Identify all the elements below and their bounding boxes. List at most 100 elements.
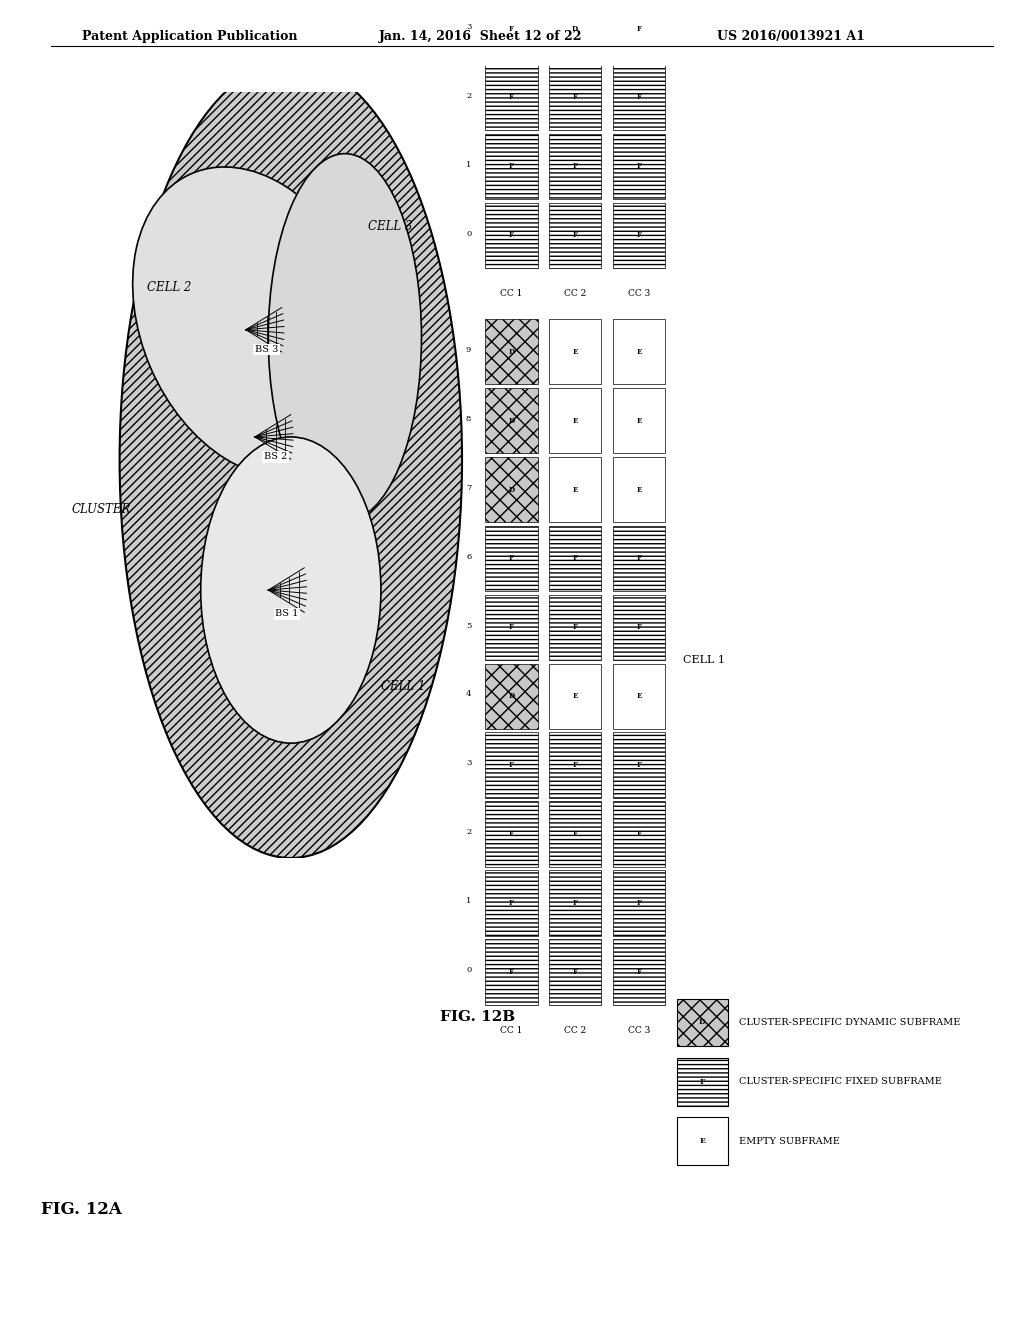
Bar (612, 733, 665, 797)
Bar (612, 664, 665, 729)
Text: F: F (572, 830, 578, 838)
Bar (485, 65, 538, 131)
Text: E: E (572, 417, 578, 425)
Bar (485, 525, 538, 591)
Text: FIG. 12A: FIG. 12A (41, 1201, 122, 1218)
Text: CLUSTER-SPECIFIC DYNAMIC SUBFRAME: CLUSTER-SPECIFIC DYNAMIC SUBFRAME (739, 1018, 961, 1027)
Text: BS 3: BS 3 (255, 345, 279, 354)
Text: F: F (572, 899, 578, 907)
Bar (485, 664, 538, 729)
Bar (549, 457, 601, 523)
Bar (549, 65, 601, 131)
Bar (485, 202, 538, 268)
Bar (549, 202, 601, 268)
Text: CLUSTER: CLUSTER (72, 503, 131, 516)
Text: Jan. 14, 2016  Sheet 12 of 22: Jan. 14, 2016 Sheet 12 of 22 (379, 30, 583, 44)
Bar (612, 202, 665, 268)
Text: FIG. 12B: FIG. 12B (440, 1011, 515, 1024)
Bar (612, 133, 665, 199)
Bar (485, 133, 538, 199)
Bar (549, 733, 601, 797)
Text: CC 3: CC 3 (628, 289, 650, 298)
Text: 6: 6 (466, 553, 471, 561)
Bar (612, 65, 665, 131)
Bar (612, 801, 665, 867)
Text: F: F (509, 830, 514, 838)
Text: E: E (636, 692, 641, 700)
Text: 9: 9 (466, 346, 471, 354)
Text: F: F (572, 162, 578, 170)
Text: CC 2: CC 2 (564, 1026, 587, 1035)
Bar (549, 0, 601, 61)
Bar (485, 319, 538, 384)
Text: Patent Application Publication: Patent Application Publication (82, 30, 297, 44)
Text: F: F (572, 968, 578, 975)
Bar (485, 870, 538, 936)
Text: F: F (509, 554, 514, 562)
Text: F: F (636, 231, 641, 239)
Text: E: E (572, 692, 578, 700)
Text: CC 2: CC 2 (564, 289, 587, 298)
Ellipse shape (268, 153, 422, 521)
Bar (549, 940, 601, 1005)
Bar (549, 664, 601, 729)
Text: E: E (572, 347, 578, 355)
Text: F: F (636, 830, 641, 838)
Bar (549, 594, 601, 660)
Text: E: E (699, 1137, 706, 1146)
Text: D: D (698, 1018, 706, 1027)
Text: F: F (572, 623, 578, 631)
Text: F: F (699, 1077, 705, 1086)
Text: F: F (636, 762, 641, 770)
Bar (549, 319, 601, 384)
Bar (612, 594, 665, 660)
Text: F: F (572, 762, 578, 770)
Text: E: E (636, 486, 641, 494)
Text: 3: 3 (466, 759, 471, 767)
Text: CC 1: CC 1 (501, 289, 523, 298)
Ellipse shape (133, 166, 377, 478)
Ellipse shape (201, 437, 381, 743)
Text: F: F (509, 623, 514, 631)
Text: F: F (572, 94, 578, 102)
Text: F: F (636, 899, 641, 907)
Text: D: D (509, 692, 515, 700)
Text: 1: 1 (466, 161, 471, 169)
Bar (677, 1117, 727, 1166)
Text: CELL 3: CELL 3 (368, 220, 412, 234)
Bar (612, 870, 665, 936)
Text: F: F (509, 762, 514, 770)
Bar (549, 525, 601, 591)
Text: EMPTY SUBFRAME: EMPTY SUBFRAME (739, 1137, 840, 1146)
Bar (612, 388, 665, 453)
Bar (485, 594, 538, 660)
Text: US 2016/0013921 A1: US 2016/0013921 A1 (717, 30, 864, 44)
Bar (612, 319, 665, 384)
Text: BS 2: BS 2 (264, 453, 287, 461)
Text: F: F (636, 623, 641, 631)
Bar (485, 940, 538, 1005)
Text: 1: 1 (466, 898, 471, 906)
Text: D: D (572, 25, 579, 33)
Ellipse shape (120, 62, 462, 858)
Text: CELL 1: CELL 1 (683, 655, 725, 665)
Text: 5: 5 (466, 622, 471, 630)
Text: CC 1: CC 1 (501, 1026, 523, 1035)
Text: CLUSTER-SPECIFIC FIXED SUBFRAME: CLUSTER-SPECIFIC FIXED SUBFRAME (739, 1077, 942, 1086)
Bar (485, 801, 538, 867)
Text: CELL 2: CELL 2 (147, 281, 191, 294)
Text: F: F (636, 554, 641, 562)
Bar (677, 1059, 727, 1106)
Text: F: F (509, 231, 514, 239)
Bar (549, 870, 601, 936)
Bar (549, 133, 601, 199)
Text: 7: 7 (466, 483, 471, 492)
Bar (485, 388, 538, 453)
Text: 3: 3 (466, 22, 471, 30)
Text: F: F (636, 25, 641, 33)
Text: BS 1: BS 1 (275, 610, 298, 618)
Bar (612, 457, 665, 523)
Bar (485, 0, 538, 61)
Text: D: D (509, 347, 515, 355)
Text: 0: 0 (466, 230, 471, 238)
